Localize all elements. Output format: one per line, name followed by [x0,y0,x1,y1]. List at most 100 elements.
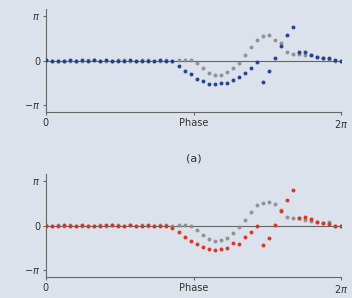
Point [49,58,55,63]
Point [272,223,278,227]
Point [248,66,254,70]
Point [85,58,91,63]
Point [308,219,314,224]
Point [85,223,91,228]
Point [43,58,49,62]
Point [103,224,109,228]
Point [121,224,127,228]
Point [302,218,308,222]
Point [97,224,103,228]
Point [176,58,181,63]
Point [139,58,145,63]
Point [248,229,254,234]
Point [194,241,200,246]
Point [158,223,163,228]
Point [61,59,67,64]
Point [139,223,145,228]
Point [182,58,187,62]
Point [284,33,290,38]
Point [218,246,224,251]
Point [224,245,230,250]
Point [290,52,296,56]
Point [97,58,103,63]
Point [333,224,338,229]
Point [73,224,79,229]
Point [55,224,61,229]
Point [55,58,61,63]
Point [212,248,218,253]
Point [164,58,169,63]
Point [158,58,163,63]
Point [103,58,109,63]
Point [55,223,61,228]
Point [170,223,175,228]
Point [115,223,121,228]
Point [314,55,320,59]
Point [91,58,97,63]
Point [109,222,115,227]
Point [296,215,302,220]
Point [115,223,121,228]
Point [127,59,133,63]
Point [308,217,314,221]
Point [302,52,308,57]
Point [212,72,218,77]
Point [212,82,218,86]
Point [200,66,206,71]
Point [302,50,308,55]
Point [254,60,260,64]
Point [206,247,212,252]
Point [43,223,49,228]
Point [230,66,235,71]
Point [302,215,308,219]
Point [115,58,121,63]
Point [127,223,133,228]
Point [206,237,212,241]
Point [266,32,272,37]
Point [242,218,248,223]
Point [266,235,272,240]
Point [296,52,302,57]
Point [194,228,200,232]
Point [224,81,230,86]
Point [266,199,272,204]
Point [152,58,157,63]
Point [333,223,338,228]
Point [127,58,133,63]
Point [158,58,163,63]
Point [164,58,169,63]
Point [254,203,260,208]
Point [176,229,181,234]
Point [91,224,97,228]
Point [182,69,187,73]
Point [200,232,206,237]
Point [194,77,200,82]
Point [200,79,206,84]
Point [254,38,260,43]
Point [308,53,314,58]
Point [339,58,344,63]
Point [236,75,242,80]
Point [133,58,139,63]
Point [103,223,109,228]
Point [200,244,206,249]
Point [260,200,266,205]
Point [121,224,127,228]
Point [97,222,103,227]
Point [67,58,73,63]
Point [49,223,55,228]
Point [242,235,248,240]
Point [133,58,139,63]
Point [79,223,85,228]
Point [248,209,254,214]
Point [230,78,235,83]
Point [327,55,332,60]
Point [43,223,49,228]
Point [321,55,326,60]
Point [170,59,175,64]
Point [254,223,260,228]
Point [314,219,320,224]
Point [224,235,230,240]
Point [260,79,266,84]
Point [230,240,235,245]
